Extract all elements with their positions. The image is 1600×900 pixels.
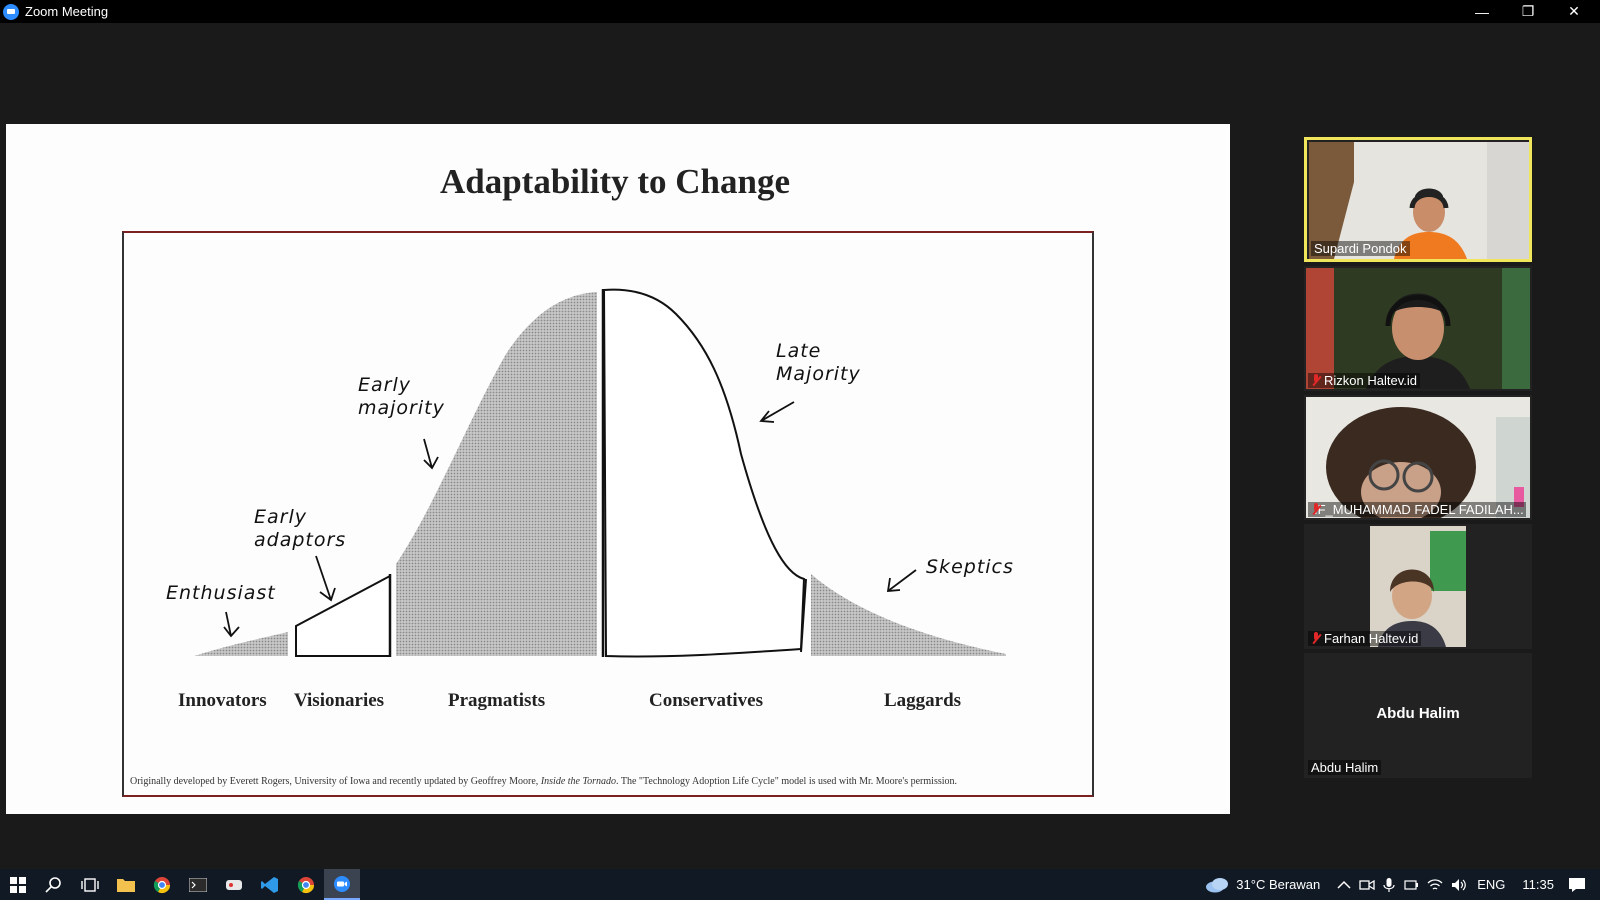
shared-screen: Adaptability to Change bbox=[6, 124, 1230, 814]
terminal-icon bbox=[189, 877, 207, 892]
app-icon bbox=[226, 879, 242, 890]
language-indicator[interactable]: ENG bbox=[1477, 877, 1506, 892]
participant-tile[interactable]: IF_MUHAMMAD FADEL FADILAH... bbox=[1304, 395, 1532, 520]
slide-title: Adaptability to Change bbox=[439, 162, 791, 201]
terminal-button[interactable] bbox=[180, 869, 216, 900]
note-early-adaptors: Early adaptors bbox=[254, 506, 347, 551]
window-titlebar: Zoom Meeting bbox=[0, 0, 1600, 23]
muted-mic-icon bbox=[1311, 632, 1321, 645]
participant-name: Abdu Halim bbox=[1308, 760, 1382, 775]
participant-video bbox=[1306, 268, 1530, 389]
microphone-icon[interactable] bbox=[1383, 877, 1395, 893]
notifications-icon[interactable] bbox=[1568, 877, 1586, 893]
volume-icon[interactable] bbox=[1451, 878, 1467, 892]
chrome-button[interactable] bbox=[144, 869, 180, 900]
participant-tile[interactable]: Supardi Pondok bbox=[1304, 137, 1532, 262]
windows-logo-icon bbox=[10, 876, 26, 893]
slide-frame bbox=[122, 231, 1094, 797]
vscode-icon bbox=[261, 876, 278, 893]
search-button[interactable] bbox=[36, 869, 72, 900]
windows-taskbar: 31°C Berawan ENG 11:35 bbox=[0, 869, 1600, 900]
laggards-area bbox=[811, 574, 1006, 656]
file-explorer-button[interactable] bbox=[108, 869, 144, 900]
start-button[interactable] bbox=[0, 869, 36, 900]
participant-name: Supardi Pondok bbox=[1311, 241, 1410, 256]
folder-icon bbox=[117, 879, 135, 892]
chrome-icon bbox=[153, 876, 171, 893]
restore-button[interactable]: ❐ bbox=[1521, 3, 1535, 19]
window-title: Zoom Meeting bbox=[25, 4, 109, 19]
meet-now-icon[interactable] bbox=[1359, 877, 1375, 893]
participant-video bbox=[1306, 397, 1530, 518]
participant-name: Rizkon Haltev.id bbox=[1308, 373, 1420, 388]
pragmatists-area bbox=[396, 292, 597, 656]
participant-tile[interactable]: Rizkon Haltev.id bbox=[1304, 266, 1532, 391]
battery-icon[interactable] bbox=[1403, 877, 1419, 893]
participant-name: IF_MUHAMMAD FADEL FADILAH... bbox=[1308, 502, 1526, 517]
note-early-majority: Early majority bbox=[358, 374, 445, 419]
slide-footnote: Originally developed by Everett Rogers, … bbox=[130, 776, 958, 787]
clock[interactable]: 11:35 bbox=[1522, 877, 1554, 892]
task-view-button[interactable] bbox=[72, 869, 108, 900]
innovators-area bbox=[194, 632, 288, 656]
conservatives-outline bbox=[602, 288, 806, 658]
zoom-icon bbox=[334, 875, 350, 892]
category-visionaries: Visionaries bbox=[294, 690, 385, 711]
category-laggards: Laggards bbox=[884, 690, 962, 711]
participant-tile[interactable]: Farhan Haltev.id bbox=[1304, 524, 1532, 649]
participant-name: Farhan Haltev.id bbox=[1308, 631, 1422, 646]
weather-readout[interactable]: 31°C Berawan bbox=[1236, 877, 1321, 892]
close-button[interactable]: ✕ bbox=[1568, 3, 1580, 19]
meeting-stage: Adaptability to Change bbox=[0, 23, 1600, 869]
weather-cloud-icon bbox=[1206, 877, 1229, 892]
chrome-icon bbox=[297, 876, 315, 893]
category-pragmatists: Pragmatists bbox=[448, 690, 546, 711]
vscode-button[interactable] bbox=[252, 869, 288, 900]
zoom-taskbar-button[interactable] bbox=[324, 869, 360, 900]
system-tray: 31°C Berawan ENG 11:35 bbox=[1205, 869, 1600, 900]
note-enthusiast: Enthusiast bbox=[166, 582, 276, 604]
zoom-app-icon bbox=[3, 3, 19, 20]
handwritten-arrows bbox=[223, 401, 917, 638]
category-innovators: Innovators bbox=[178, 690, 267, 711]
category-conservatives: Conservatives bbox=[649, 690, 763, 711]
search-icon bbox=[45, 876, 61, 893]
participant-video bbox=[1309, 142, 1529, 259]
note-skeptics: Skeptics bbox=[926, 556, 1014, 578]
task-view-icon bbox=[81, 877, 99, 892]
participant-tile[interactable]: Abdu Halim Abdu Halim bbox=[1304, 653, 1532, 778]
muted-mic-icon bbox=[1311, 374, 1321, 387]
participant-center-name: Abdu Halim bbox=[1376, 705, 1460, 722]
participant-video bbox=[1306, 526, 1530, 647]
note-late-majority: Late Majority bbox=[776, 340, 861, 385]
app-button[interactable] bbox=[216, 869, 252, 900]
chevron-up-icon[interactable] bbox=[1337, 880, 1351, 890]
chrome-window-button[interactable] bbox=[288, 869, 324, 900]
minimize-button[interactable]: — bbox=[1475, 3, 1489, 20]
adoption-curve-diagram bbox=[194, 288, 1006, 658]
wifi-icon[interactable] bbox=[1427, 878, 1443, 892]
